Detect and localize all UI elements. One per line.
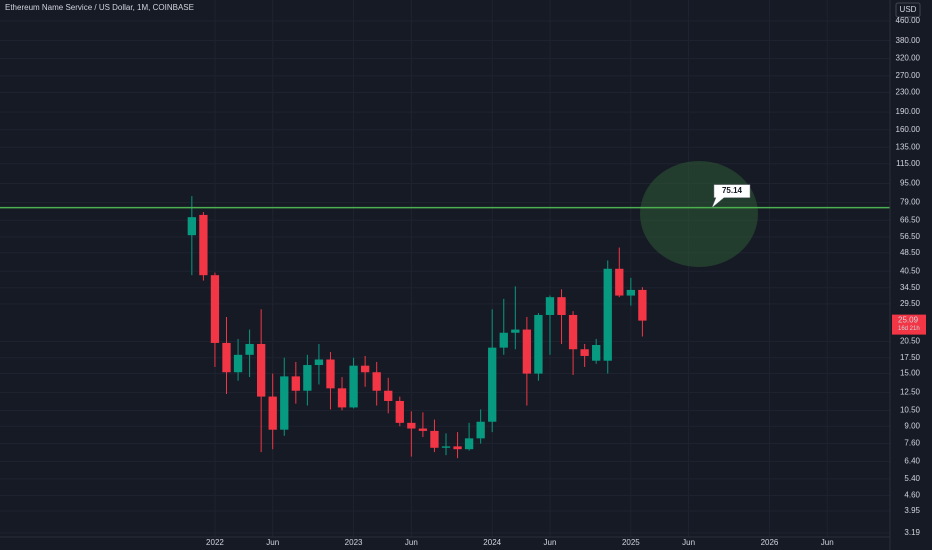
- y-tick-label: 15.00: [900, 369, 921, 378]
- candle-body: [233, 354, 243, 373]
- grid: [0, 0, 890, 537]
- candle-body: [314, 359, 324, 366]
- y-tick-label: 10.50: [900, 405, 921, 414]
- x-tick-label: 2022: [206, 538, 224, 547]
- candle-body: [488, 347, 497, 422]
- candle-body: [291, 376, 300, 391]
- candle-body: [511, 329, 520, 333]
- candle-body: [303, 365, 312, 391]
- candle-body: [592, 344, 601, 361]
- y-tick-label: 320.00: [896, 53, 921, 62]
- candle-body: [280, 376, 289, 430]
- y-tick-label: 270.00: [896, 71, 921, 80]
- y-tick-label: 7.60: [904, 439, 920, 448]
- y-tick-label: 4.60: [904, 490, 920, 499]
- candle-body: [418, 428, 428, 431]
- candle-body: [395, 400, 404, 423]
- callout-box: [711, 184, 751, 208]
- candle-body: [199, 214, 208, 276]
- y-axis: 460.00 380.00 320.00 270.00 230.00 190.00 160.…: [892, 16, 926, 537]
- x-tick-label: Jun: [682, 538, 695, 547]
- candle-body: [187, 217, 197, 236]
- candle-body: [580, 349, 589, 356]
- candle-body: [568, 314, 578, 350]
- y-tick-label: 56.50: [900, 232, 921, 241]
- y-tick-label: 34.50: [900, 283, 921, 292]
- x-tick-label: Jun: [266, 538, 279, 547]
- candle-body: [384, 390, 393, 401]
- x-tick-label: 2024: [483, 538, 501, 547]
- y-tick-label: 6.40: [904, 456, 920, 465]
- y-tick-label: 160.00: [896, 125, 921, 134]
- candle-body: [441, 446, 451, 448]
- candle-body: [453, 446, 462, 450]
- candle-body: [522, 329, 532, 374]
- countdown: 16d 21h: [898, 326, 920, 332]
- y-tick-label: 29.50: [900, 299, 921, 308]
- candle-body: [245, 343, 254, 355]
- y-tick-label: 3.19: [904, 528, 920, 537]
- candle-body: [222, 342, 231, 373]
- y-tick-label: 66.50: [900, 215, 921, 224]
- x-tick-label: 2026: [761, 538, 779, 547]
- y-tick-label: 460.00: [896, 16, 921, 25]
- target-zone: [640, 161, 758, 267]
- y-tick-label: 190.00: [896, 107, 921, 116]
- y-tick-label: 48.50: [900, 248, 921, 257]
- candle-body: [210, 275, 220, 343]
- y-tick-label: 135.00: [896, 142, 921, 151]
- candle-body: [326, 359, 335, 389]
- x-tick-label: 2025: [622, 538, 640, 547]
- candle-body: [603, 268, 612, 361]
- x-tick-label: Jun: [544, 538, 557, 547]
- candle-body: [372, 372, 381, 391]
- y-tick-label: 40.50: [900, 266, 921, 275]
- y-tick-label: 95.00: [900, 179, 921, 188]
- level-label: 75.14: [722, 186, 743, 195]
- candle-body: [464, 438, 474, 450]
- candle-body: [337, 388, 347, 408]
- candle-body: [615, 268, 624, 296]
- y-tick-label: 20.50: [900, 337, 921, 346]
- currency-box[interactable]: [895, 2, 921, 18]
- x-tick-label: Jun: [405, 538, 418, 547]
- y-tick-label: 12.50: [900, 387, 921, 396]
- candle-body: [256, 343, 266, 397]
- candle-body: [430, 430, 439, 448]
- y-tick-label: 79.00: [900, 198, 921, 207]
- candle-body: [545, 297, 555, 315]
- y-tick-label: 17.50: [900, 353, 921, 362]
- candle-body: [268, 396, 277, 430]
- x-tick-label: Jun: [821, 538, 834, 547]
- price-tag: [892, 314, 926, 335]
- candle-body: [534, 314, 543, 374]
- y-tick-label: 3.95: [904, 506, 920, 515]
- y-tick-label: 380.00: [896, 36, 921, 45]
- candle-body: [360, 365, 370, 373]
- candle-body: [626, 289, 636, 296]
- currency[interactable]: USD: [900, 5, 917, 14]
- candle-body: [407, 422, 416, 429]
- y-tick-label: 230.00: [896, 88, 921, 97]
- y-tick-label: 9.00: [904, 421, 920, 430]
- chart-title: Ethereum Name Service / US Dollar, 1M, C…: [5, 3, 194, 12]
- y-tick-label: 5.40: [904, 474, 920, 483]
- x-tick-label: 2023: [345, 538, 363, 547]
- candle-body: [499, 332, 508, 348]
- last-price: 25.09: [898, 316, 919, 325]
- plot: 75.14: [0, 184, 890, 459]
- candle-body: [557, 297, 566, 315]
- candle-body: [476, 421, 485, 439]
- y-tick-label: 115.00: [896, 159, 920, 168]
- candle-body: [638, 289, 647, 321]
- candle-body: [349, 365, 358, 408]
